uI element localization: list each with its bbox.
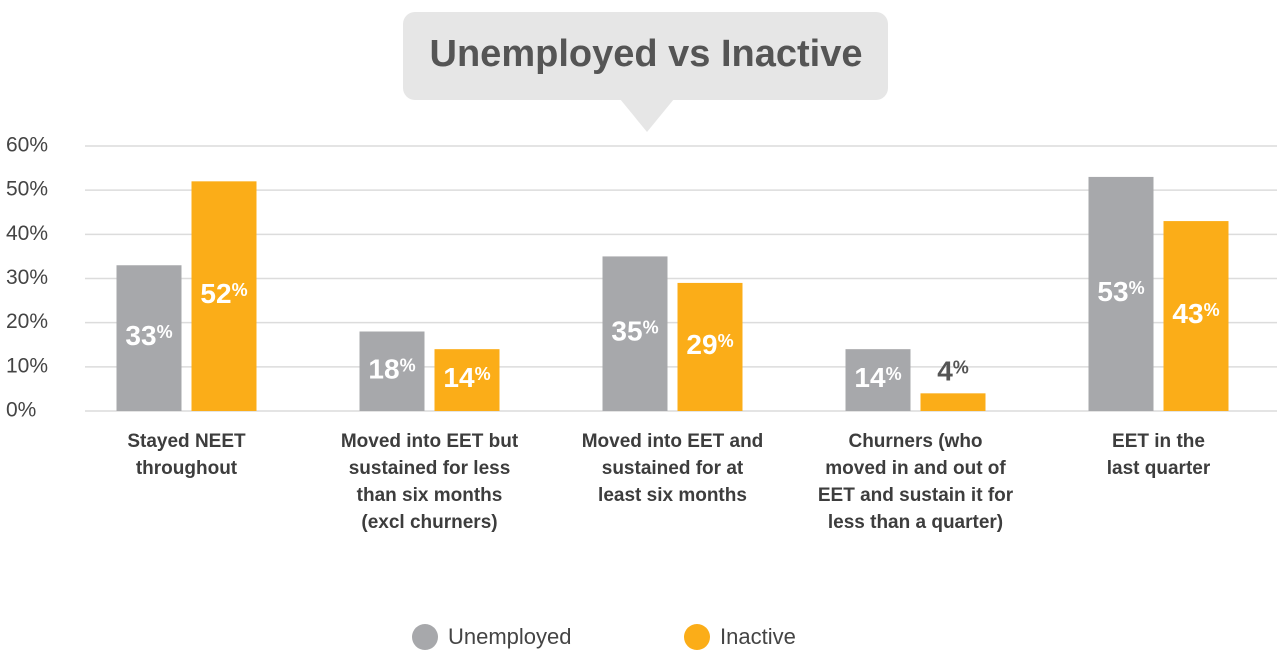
y-tick-label: 50%: [6, 178, 48, 201]
data-label: 53%: [1097, 276, 1144, 307]
bar: [920, 393, 986, 411]
y-tick-label: 0%: [6, 399, 36, 422]
title-callout: Unemployed vs Inactive: [403, 12, 888, 132]
bar: [677, 282, 743, 411]
data-label: 33%: [125, 321, 172, 352]
data-label: 43%: [1172, 298, 1219, 329]
x-tick-label: Moved into EET but sustained for less than…: [341, 431, 519, 533]
data-label: 35%: [611, 316, 658, 347]
y-tick-label: 60%: [6, 134, 48, 157]
legend-swatch: [412, 624, 438, 650]
data-label: 29%: [686, 329, 733, 360]
data-label: 4%: [937, 356, 969, 387]
title-pointer: [620, 99, 674, 132]
title-box: [403, 12, 888, 100]
bar: [359, 331, 425, 411]
bar: [1163, 221, 1229, 411]
bar: [845, 349, 911, 411]
y-tick-label: 20%: [6, 310, 48, 333]
bar: [602, 256, 668, 411]
x-tick-label: EET in the last quarter: [1107, 431, 1211, 479]
bar: [434, 349, 500, 411]
bar: [116, 265, 182, 411]
legend-label: Unemployed: [448, 624, 572, 649]
chart-title: Unemployed vs Inactive: [430, 33, 863, 75]
y-tick-label: 10%: [6, 354, 48, 377]
x-tick-label: Moved into EET and sustained for at least …: [582, 431, 764, 506]
bar: [191, 181, 257, 411]
data-label: 52%: [200, 279, 247, 310]
y-tick-label: 30%: [6, 266, 48, 289]
x-tick-label: Stayed NEET throughout: [127, 431, 246, 479]
y-tick-label: 40%: [6, 222, 48, 245]
legend-swatch: [684, 624, 710, 650]
data-label: 14%: [854, 362, 901, 393]
legend-label: Inactive: [720, 624, 796, 649]
x-tick-label: Churners (who moved in and out of EET and …: [818, 431, 1014, 533]
data-label: 18%: [368, 354, 415, 385]
bar: [1088, 176, 1154, 411]
data-label: 14%: [443, 362, 490, 393]
